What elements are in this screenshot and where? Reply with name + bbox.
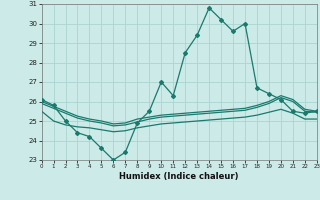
X-axis label: Humidex (Indice chaleur): Humidex (Indice chaleur) xyxy=(119,172,239,181)
